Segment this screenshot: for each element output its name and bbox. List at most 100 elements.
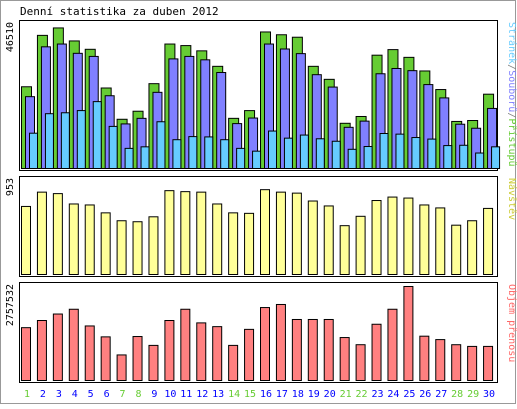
bar-objem-p-enosu-day-10 <box>164 320 175 382</box>
day-label: 12 <box>196 389 208 400</box>
bar-objem-p-enosu-day-17 <box>275 303 286 382</box>
bar-str-nek-day-8 <box>140 146 150 169</box>
bar-n-v-t-v-day-4 <box>68 203 79 275</box>
bar-str-nek-day-25 <box>411 137 421 169</box>
legend-entry: Souborů <box>506 70 517 112</box>
bar-n-v-t-v-day-9 <box>148 216 159 275</box>
y-max-label: 46510 <box>5 22 16 52</box>
day-label: 23 <box>371 389 383 400</box>
legend-entry: Návštěv <box>506 178 517 220</box>
bar-objem-p-enosu-day-14 <box>228 344 239 381</box>
day-label: 13 <box>212 389 224 400</box>
panel-frame <box>19 282 498 383</box>
day-label: 16 <box>260 389 272 400</box>
day-label: 7 <box>120 389 126 400</box>
day-label: 17 <box>276 389 288 400</box>
day-label: 22 <box>356 389 368 400</box>
bar-n-v-t-v-day-11 <box>180 191 191 275</box>
bar-n-v-t-v-day-23 <box>371 200 382 275</box>
bar-str-nek-day-17 <box>283 137 293 170</box>
day-label: 26 <box>419 389 431 400</box>
bar-n-v-t-v-day-28 <box>451 224 462 275</box>
bar-n-v-t-v-day-14 <box>228 212 239 275</box>
bar-n-v-t-v-day-21 <box>339 225 350 275</box>
bar-str-nek-day-11 <box>188 136 198 169</box>
panel-frame <box>19 176 498 277</box>
bar-n-v-t-v-day-3 <box>52 193 63 275</box>
bar-str-nek-day-24 <box>395 133 405 169</box>
bar-n-v-t-v-day-13 <box>212 203 223 275</box>
bar-objem-p-enosu-day-6 <box>100 336 111 382</box>
bar-objem-p-enosu-day-25 <box>403 286 414 381</box>
bar-str-nek-day-29 <box>475 152 485 169</box>
y-max-label: 2757532 <box>5 284 16 326</box>
bar-n-v-t-v-day-16 <box>260 189 270 276</box>
bar-objem-p-enosu-day-20 <box>323 318 334 381</box>
bar-objem-p-enosu-day-2 <box>36 320 47 382</box>
bar-n-v-t-v-day-1 <box>21 205 31 275</box>
day-label: 14 <box>228 389 240 400</box>
bar-n-v-t-v-day-10 <box>164 190 175 275</box>
bar-objem-p-enosu-day-30 <box>483 345 494 382</box>
bar-str-nek-day-15 <box>252 150 262 169</box>
bar-objem-p-enosu-day-15 <box>244 328 255 381</box>
legend: Stránek/Souborů/Přístupů <box>506 22 517 167</box>
bar-str-nek-day-4 <box>76 110 86 170</box>
day-label: 27 <box>435 389 447 400</box>
bar-str-nek-day-18 <box>299 134 309 169</box>
bar-objem-p-enosu-day-21 <box>339 337 350 382</box>
bar-n-v-t-v-day-18 <box>291 192 302 275</box>
day-label: 30 <box>483 389 495 400</box>
legend-entry: Stránek <box>506 22 517 64</box>
legend-entry: Objem přenosu <box>506 284 517 362</box>
day-label: 2 <box>40 389 46 400</box>
bar-objem-p-enosu-day-9 <box>148 344 159 381</box>
day-label: 9 <box>151 389 157 400</box>
bar-n-v-t-v-day-26 <box>419 204 430 275</box>
bar-str-nek-day-21 <box>347 148 357 169</box>
day-label: 29 <box>467 389 479 400</box>
day-label: 11 <box>180 389 192 400</box>
y-max-label: 953 <box>5 178 16 196</box>
day-label: 19 <box>308 389 320 400</box>
bar-str-nek-day-2 <box>44 113 54 169</box>
bar-n-v-t-v-day-2 <box>36 191 47 275</box>
bar-str-nek-day-23 <box>379 133 389 169</box>
day-label: 25 <box>403 389 415 400</box>
bar-n-v-t-v-day-25 <box>403 197 414 275</box>
day-label: 18 <box>292 389 304 400</box>
bar-n-v-t-v-day-20 <box>323 205 334 275</box>
bar-str-nek-day-1 <box>29 132 38 169</box>
bar-str-nek-day-28 <box>459 144 469 170</box>
day-label: 8 <box>135 389 141 400</box>
day-label: 5 <box>88 389 94 400</box>
day-label: 3 <box>56 389 62 400</box>
bar-objem-p-enosu-day-11 <box>180 308 191 381</box>
bar-objem-p-enosu-day-13 <box>212 326 223 382</box>
bar-n-v-t-v-day-5 <box>84 204 95 275</box>
bar-objem-p-enosu-day-26 <box>419 335 430 381</box>
bar-str-nek-day-7 <box>124 147 134 169</box>
bar-str-nek-day-5 <box>92 101 102 169</box>
hits-panel: 46510 Stránek/Souborů/Přístupů <box>5 20 517 171</box>
bar-str-nek-day-20 <box>331 140 341 169</box>
bar-str-nek-day-30 <box>491 146 501 169</box>
bar-n-v-t-v-day-19 <box>307 200 318 275</box>
bar-n-v-t-v-day-6 <box>100 212 111 275</box>
bar-str-nek-day-14 <box>236 147 246 169</box>
bar-str-nek-day-6 <box>108 125 118 170</box>
bar-n-v-t-v-day-17 <box>275 191 286 275</box>
bar-n-v-t-v-day-8 <box>132 221 143 275</box>
bar-str-nek-day-9 <box>156 121 166 169</box>
bar-n-v-t-v-day-27 <box>435 207 446 275</box>
bar-str-nek-day-26 <box>427 138 437 170</box>
bar-str-nek-day-10 <box>172 139 182 169</box>
bar-str-nek-day-16 <box>268 130 277 170</box>
bar-str-nek-day-22 <box>363 146 373 169</box>
bar-objem-p-enosu-day-12 <box>196 322 207 381</box>
day-label: 20 <box>324 389 336 400</box>
bar-objem-p-enosu-day-22 <box>355 344 366 381</box>
bar-str-nek-day-27 <box>443 145 453 169</box>
bar-n-v-t-v-day-24 <box>387 196 398 275</box>
